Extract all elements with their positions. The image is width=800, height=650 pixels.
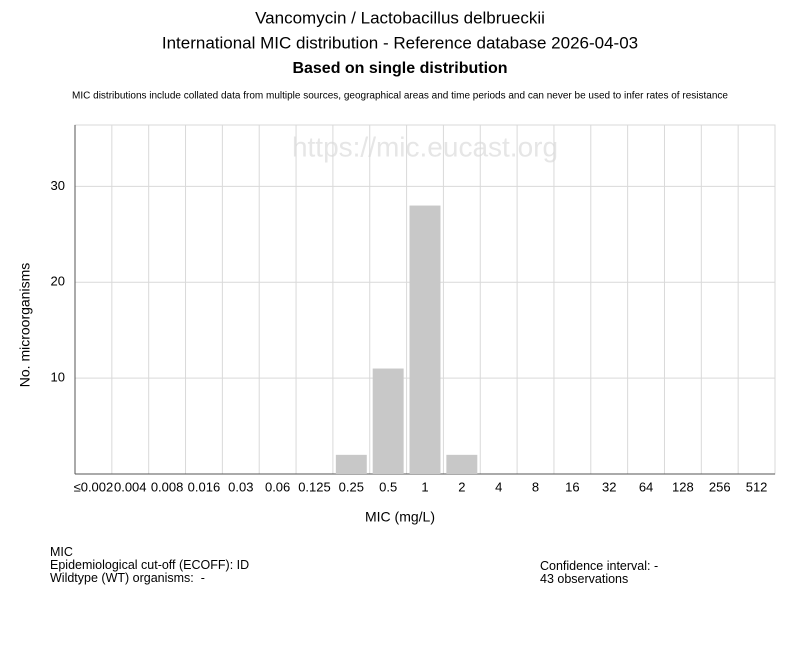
x-tick-label: 2 (458, 479, 465, 494)
x-tick-label: 128 (672, 479, 694, 494)
footer-left: MIC Epidemiological cut-off (ECOFF): ID … (50, 546, 249, 585)
footer-text: 43 observations (540, 572, 629, 586)
bar (335, 454, 367, 474)
x-tick-label: 512 (746, 479, 768, 494)
chart-title: International MIC distribution - Referen… (162, 33, 638, 52)
x-tick-label: 0.06 (265, 479, 290, 494)
bar (372, 368, 404, 474)
bar (446, 454, 478, 474)
chart-subtitle: Based on single distribution (292, 60, 507, 77)
x-tick-label: 32 (602, 479, 616, 494)
bar (409, 205, 441, 475)
x-tick-label: 16 (565, 479, 579, 494)
x-tick-label: 0.25 (339, 479, 364, 494)
footer-text: Wildtype (WT) organisms: - (50, 571, 205, 585)
x-tick-label: 64 (639, 479, 653, 494)
y-tick-label: 30 (51, 178, 65, 193)
x-tick-label: 1 (421, 479, 428, 494)
x-tick-label: 0.125 (298, 479, 331, 494)
note: MIC distributions include collated data … (72, 91, 728, 102)
footer-text: Epidemiological cut-off (ECOFF): ID (50, 558, 250, 572)
footer-text: MIC (50, 545, 73, 559)
x-tick-label: 0.016 (188, 479, 221, 494)
x-tick-label: ≤0.002 (74, 479, 114, 494)
footer-text: Confidence interval: - (540, 559, 659, 573)
footer-right: Confidence interval: - 43 observations (540, 560, 658, 586)
x-tick-label: 4 (495, 479, 502, 494)
chart-title: Vancomycin / Lactobacillus delbrueckii (255, 8, 545, 27)
x-tick-label: 0.03 (228, 479, 253, 494)
x-tick-label: 0.5 (379, 479, 397, 494)
x-tick-label: 0.008 (151, 479, 184, 494)
watermark: https://mic.eucast.org (292, 131, 558, 162)
x-tick-label: 256 (709, 479, 731, 494)
y-tick-label: 10 (51, 370, 65, 385)
y-tick-label: 20 (51, 274, 65, 289)
x-axis-label: MIC (mg/L) (365, 509, 435, 525)
x-tick-label: 0.004 (114, 479, 147, 494)
y-axis-label: No. microorganisms (17, 263, 33, 387)
x-tick-label: 8 (532, 479, 539, 494)
